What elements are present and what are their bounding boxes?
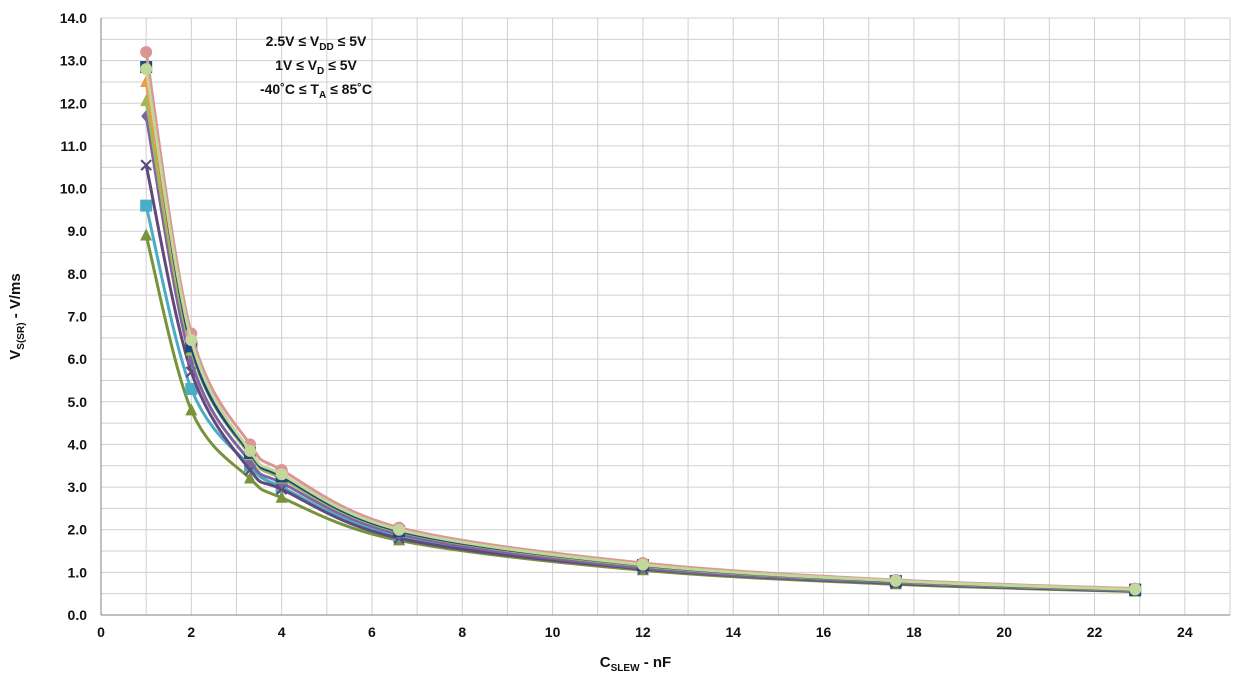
series-0-line: [144, 235, 1136, 594]
series-0: [140, 228, 1142, 597]
series-1-line: [144, 205, 1136, 591]
x-axis-title: CSLEW - nF: [600, 654, 671, 674]
y-tick-label: 1.0: [68, 564, 88, 580]
x-tick-label: 6: [368, 624, 376, 640]
y-tick-label: 9.0: [68, 223, 88, 239]
x-axis-title-main: C: [600, 654, 611, 671]
series-1: [140, 199, 1142, 596]
axes: [100, 18, 1230, 616]
condition-annotation: -40˚C ≤ TA ≤ 85˚C: [260, 81, 372, 101]
x-tick-label: 10: [545, 624, 561, 640]
x-tick-label: 16: [816, 624, 832, 640]
x-tick-label: 14: [725, 624, 741, 640]
annotation-text: ≤ 5V: [334, 33, 367, 49]
annotation-subscript: D: [317, 66, 324, 77]
x-tick-label: 20: [996, 624, 1012, 640]
series-8-point: [185, 333, 198, 346]
x-marker-stroke: [140, 159, 152, 171]
x-tick-label: 22: [1087, 624, 1103, 640]
axis-titles: CSLEW - nF VS(SR) - V/ms: [7, 273, 671, 674]
x-axis-title-suffix: - nF: [640, 654, 672, 671]
y-tick-label: 10.0: [60, 181, 87, 197]
annotation-text: 1V ≤ V: [275, 57, 318, 73]
annotation-text: ≤ 5V: [324, 57, 357, 73]
x-tick-label: 2: [187, 624, 195, 640]
series-8-point: [244, 444, 257, 457]
y-tick-label: 0.0: [68, 607, 88, 623]
y-tick-label: 6.0: [68, 351, 88, 367]
y-tick-label: 7.0: [68, 309, 88, 325]
y-tick-label: 11.0: [61, 138, 88, 154]
y-tick-label: 14.0: [60, 10, 87, 26]
series-0-point: [140, 228, 153, 241]
series-4: [140, 94, 1142, 596]
series-8-point: [275, 468, 288, 481]
x-axis-title-sub: SLEW: [611, 663, 640, 674]
x-tick-label: 4: [278, 624, 286, 640]
series-1-point: [140, 199, 153, 212]
series-8-point: [889, 574, 902, 587]
annotation-subscript: DD: [319, 42, 333, 53]
x-tick-label: 0: [97, 624, 105, 640]
series-5-line: [144, 81, 1136, 591]
x-tick-label: 24: [1177, 624, 1193, 640]
y-tick-label: 13.0: [60, 53, 87, 69]
series-7: [140, 46, 1142, 595]
series-5: [140, 74, 1142, 595]
series-8: [140, 63, 1142, 596]
tick-labels: 0 2 4 6 8 10 12 14 16 18 20 22 240.01.02.03.04.05.06…: [60, 10, 1193, 640]
annotation-text: -40˚C ≤ T: [260, 81, 319, 97]
series-2-line: [144, 164, 1136, 593]
series-3: [141, 110, 1141, 597]
annotation-text: ≤ 85˚C: [326, 81, 372, 97]
y-axis-title-suffix: - V/ms: [7, 273, 24, 322]
annotation-text: 2.5V ≤ V: [266, 33, 320, 49]
y-axis-title-main: V: [7, 350, 24, 360]
series-8-point: [393, 523, 406, 536]
y-tick-label: 3.0: [68, 479, 88, 495]
y-tick-label: 4.0: [68, 436, 88, 452]
series-4-line: [144, 100, 1136, 592]
y-axis-title: VS(SR) - V/ms: [7, 273, 27, 359]
x-tick-label: 18: [906, 624, 922, 640]
series-8-point: [636, 558, 649, 571]
series-3-line: [144, 115, 1136, 593]
series-8-point: [1129, 583, 1142, 596]
x-tick-label: 8: [458, 624, 466, 640]
y-tick-label: 12.0: [60, 95, 87, 111]
y-tick-label: 2.0: [68, 522, 88, 538]
series-2: [140, 159, 1141, 597]
series-0-point: [185, 403, 198, 416]
series-8-point: [140, 63, 153, 76]
annotation-subscript: A: [319, 90, 326, 101]
condition-annotation: 1V ≤ VD ≤ 5V: [275, 57, 357, 77]
series-2-point: [140, 159, 152, 171]
x-tick-label: 12: [635, 624, 651, 640]
y-axis-title-sub: S(SR): [16, 322, 27, 349]
series-0-point: [244, 471, 257, 484]
series-8-line: [144, 68, 1136, 591]
condition-annotation: 2.5V ≤ VDD ≤ 5V: [266, 33, 367, 53]
y-tick-label: 8.0: [68, 266, 88, 282]
series-6: [140, 61, 1142, 596]
y-tick-label: 5.0: [68, 394, 88, 410]
series-group: [140, 46, 1142, 597]
grid: [100, 17, 1231, 616]
series-1-point: [185, 382, 198, 395]
series-7-point: [140, 46, 153, 59]
series-0-point: [275, 490, 288, 503]
